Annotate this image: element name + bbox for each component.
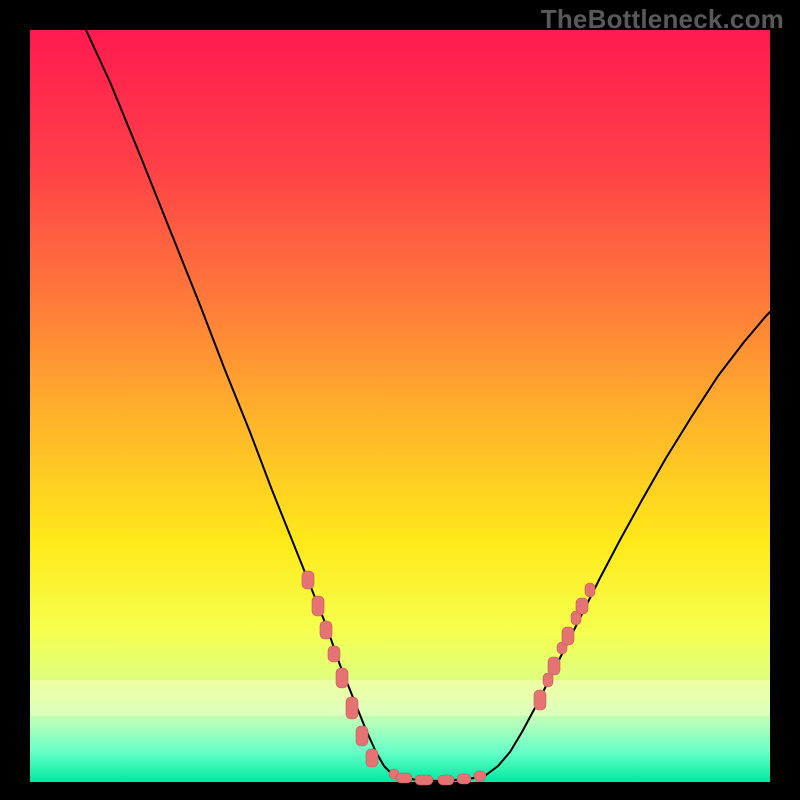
data-marker <box>356 726 368 746</box>
data-marker <box>336 668 348 688</box>
data-marker <box>328 646 340 662</box>
data-marker <box>576 598 588 614</box>
data-marker <box>312 596 324 616</box>
data-marker <box>474 771 486 781</box>
data-marker <box>396 773 412 783</box>
chart-root: TheBottleneck.com <box>0 0 800 800</box>
data-marker <box>457 774 471 784</box>
data-marker <box>415 775 433 785</box>
data-marker <box>346 697 358 719</box>
chart-svg <box>0 0 800 800</box>
data-marker <box>585 583 595 597</box>
data-marker <box>302 571 314 589</box>
gradient-plot-area <box>30 30 770 782</box>
data-marker <box>438 775 454 785</box>
data-marker <box>366 749 378 767</box>
watermark-text: TheBottleneck.com <box>541 4 784 35</box>
data-marker <box>320 621 332 639</box>
data-marker <box>562 627 574 645</box>
pale-band <box>30 680 770 716</box>
data-marker <box>548 657 560 675</box>
data-marker <box>543 673 553 687</box>
data-marker <box>534 690 546 710</box>
